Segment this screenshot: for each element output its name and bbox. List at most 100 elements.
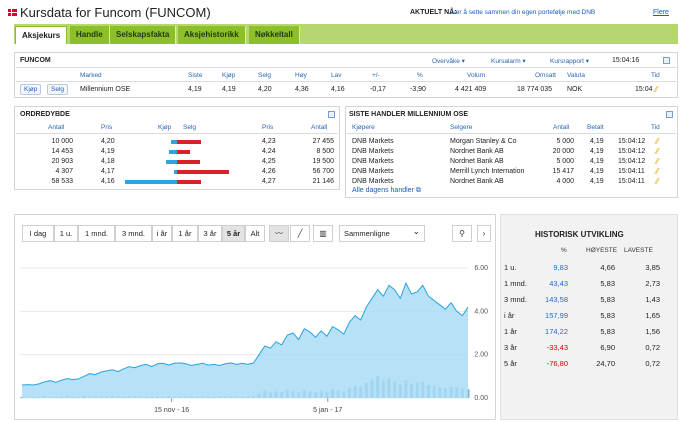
ob-ask-price: 4,25: [262, 158, 276, 165]
period-alt[interactable]: Alt: [245, 225, 265, 242]
ask-depth-bar: [177, 140, 201, 144]
external-icon: ⧉: [415, 187, 421, 194]
ob-bid-price: 4,17: [101, 168, 115, 175]
all-trades-link[interactable]: Alle dagens handler ⧉: [352, 187, 421, 194]
sell-button[interactable]: Selg: [47, 84, 69, 95]
trade-buyer-link[interactable]: DNB Markets: [352, 138, 394, 145]
aktuelt-link[interactable]: Lær å sette sammen din egen portefølje m…: [450, 9, 596, 16]
flere-link[interactable]: Flere: [653, 9, 669, 16]
y-tick-label: 4.00: [474, 308, 488, 315]
trade-qty: 5 000: [556, 158, 574, 165]
area-chart-icon[interactable]: ╱: [290, 225, 310, 242]
price-chart[interactable]: 0.00 2.00 4.00 6.00 15 nov - 16 5 jan - 17: [20, 248, 496, 418]
quote-selg: 4,20: [258, 86, 272, 93]
tr-col-kjopere: Kjøpere: [352, 124, 375, 131]
trade-buyer-link[interactable]: DNB Markets: [352, 168, 394, 175]
trend-icon: ⁄⁄: [656, 147, 659, 156]
kursalarm-dropdown[interactable]: Kursalarm: [491, 57, 526, 65]
ob-col-pris: Pris: [101, 124, 113, 131]
hist-col-laveste: LAVESTE: [624, 247, 653, 254]
trade-time: 15:04:12: [618, 148, 646, 155]
period-i-dag[interactable]: I dag: [22, 225, 54, 242]
tab-aksjehistorikk[interactable]: Aksjehistorikk: [178, 26, 246, 44]
tab-handle[interactable]: Handle: [70, 26, 110, 44]
line-chart-icon[interactable]: 〰: [269, 225, 289, 242]
bid-depth-bar: [169, 150, 177, 154]
ob-ask-qty: 27 455: [312, 138, 334, 145]
hist-col-hoyeste: HØYESTE: [586, 247, 618, 254]
trade-buyer-link[interactable]: DNB Markets: [352, 158, 394, 165]
trade-seller-link[interactable]: Merrill Lynch Internation: [450, 168, 525, 175]
trade-seller-link[interactable]: Nordnet Bank AB: [450, 178, 504, 185]
trade-buyer-link[interactable]: DNB Markets: [352, 148, 394, 155]
ob-ask-price: 4,27: [262, 178, 276, 185]
bid-depth-bar: [125, 180, 177, 184]
quote-volum: 4 421 409: [455, 86, 487, 93]
ob-col-kjop: Kjøp: [158, 124, 172, 131]
hist-col-prosent: %: [561, 247, 567, 254]
next-arrow-icon[interactable]: ›: [477, 225, 491, 242]
hist-pct: 157,99: [545, 311, 568, 320]
col-selg: Selg: [258, 72, 272, 79]
ob-ask-qty: 19 500: [312, 158, 334, 165]
trade-seller-link[interactable]: Nordnet Bank AB: [450, 158, 504, 165]
compare-select[interactable]: Sammenligne: [339, 224, 425, 242]
period-3ar[interactable]: 3 år: [198, 225, 222, 242]
ob-ask-price: 4,26: [262, 168, 276, 175]
buy-button[interactable]: Kjøp: [20, 84, 42, 95]
hist-low: 1,65: [645, 311, 660, 320]
hist-period: i år: [504, 311, 515, 320]
trade-seller-link[interactable]: Nordnet Bank AB: [450, 148, 504, 155]
period-5ar[interactable]: 5 år: [222, 225, 245, 242]
tr-col-antall: Antall: [553, 124, 570, 131]
ob-col-antall2: Antall: [311, 124, 328, 131]
tab-aksjekurs[interactable]: Aksjekurs: [15, 26, 68, 44]
quote-tid: 15:04: [635, 86, 653, 93]
kursrapport-dropdown[interactable]: Kursrapport: [550, 57, 589, 65]
refresh-icon[interactable]: [666, 111, 673, 118]
x-tick-label: 5 jan - 17: [313, 407, 342, 414]
bid-depth-bar: [166, 160, 177, 164]
ob-bid-price: 4,19: [101, 148, 115, 155]
ob-ask-qty: 21 146: [312, 178, 334, 185]
tr-col-selgere: Selgere: [450, 124, 473, 131]
denmark-flag-icon: [8, 9, 17, 16]
quote-siste: 4,19: [188, 86, 202, 93]
quote-prosent: -3,90: [410, 86, 426, 93]
col-volum: Volum: [467, 72, 486, 79]
trade-qty: 20 000: [552, 148, 574, 155]
quote-valuta: NOK: [567, 86, 583, 93]
period-3mnd[interactable]: 3 mnd.: [115, 225, 152, 242]
hist-low: 1,43: [645, 295, 660, 304]
hist-pct: 143,58: [545, 295, 568, 304]
period-i-ar[interactable]: i år: [152, 225, 172, 242]
quote-omsatt: 18 774 035: [517, 86, 553, 93]
period-1u[interactable]: 1 u.: [54, 225, 78, 242]
col-tid: Tid: [651, 72, 660, 79]
ob-bid-qty: 58 533: [51, 178, 73, 185]
y-tick-label: 6.00: [474, 265, 488, 272]
ob-col-selg: Selg: [183, 124, 197, 131]
period-1mnd[interactable]: 1 mnd.: [78, 225, 115, 242]
trade-buyer-link[interactable]: DNB Markets: [352, 178, 394, 185]
hist-low: 3,85: [645, 263, 660, 272]
bid-depth-bar: [171, 140, 177, 144]
trade-seller-link[interactable]: Morgan Stanley & Co: [450, 138, 517, 145]
trades-heading: SISTE HANDLER MILLENNIUM OSE: [349, 111, 469, 118]
zoom-icon[interactable]: ⚲: [452, 225, 472, 242]
hist-high: 24,70: [596, 359, 615, 368]
bar-chart-icon[interactable]: ▥: [313, 225, 333, 242]
tab-nokkeltall[interactable]: Nøkkeltall: [249, 26, 300, 44]
hist-low: 1,56: [645, 327, 660, 336]
col-lav: Lav: [331, 72, 342, 79]
ob-bid-price: 4,16: [101, 178, 115, 185]
col-siste: Siste: [188, 72, 203, 79]
period-1ar[interactable]: 1 år: [172, 225, 198, 242]
ob-bid-price: 4,18: [101, 158, 115, 165]
refresh-icon[interactable]: [663, 57, 670, 64]
refresh-icon[interactable]: [328, 111, 335, 118]
col-prosent: %: [417, 72, 423, 79]
overvake-dropdown[interactable]: Overvåke: [432, 57, 465, 65]
tab-selskapsfakta[interactable]: Selskapsfakta: [110, 26, 177, 44]
trade-time: 15:04:12: [618, 158, 646, 165]
